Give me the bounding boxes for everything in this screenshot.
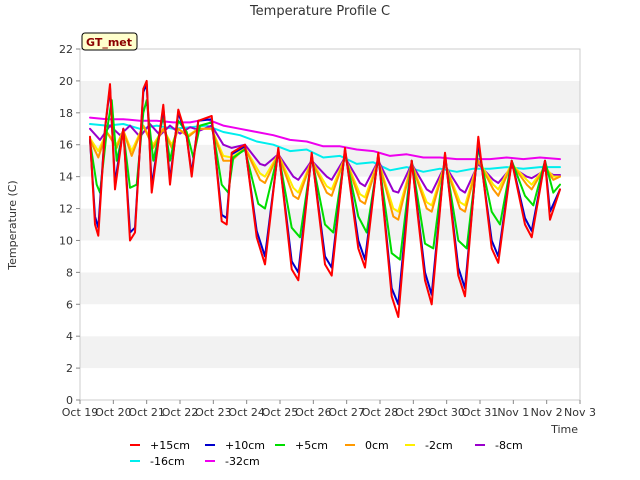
legend: +15cm +10cm +5cm 0cm -2cm -8cm -16cm -32cm: [130, 439, 523, 468]
x-tick-label: Oct 25: [262, 406, 299, 419]
legend-label: -8cm: [495, 439, 523, 452]
grid-band: [80, 144, 580, 177]
x-tick-label: Oct 28: [362, 406, 399, 419]
y-tick-label: 12: [59, 203, 73, 216]
site-badge-box: [81, 32, 138, 51]
site-badge: GT_met: [81, 32, 138, 51]
y-tick-label: 10: [59, 234, 73, 247]
x-tick-label: Oct 27: [328, 406, 365, 419]
series-line: [89, 79, 561, 318]
legend-label: -2cm: [425, 439, 453, 452]
x-tick-label: Nov 3: [564, 406, 596, 419]
chart-title: Temperature Profile C: [249, 4, 390, 19]
x-tick-label: Oct 23: [195, 406, 232, 419]
y-axis: 0 2 4 6 8 10 12 14 16 18 20 22: [59, 43, 80, 407]
legend-label: +5cm: [295, 439, 328, 452]
x-tick-label: Oct 26: [295, 406, 332, 419]
grid-band: [80, 368, 580, 400]
series-lines: [89, 79, 561, 318]
y-tick-label: 22: [59, 43, 73, 56]
plot-frame: [79, 48, 581, 401]
x-tick-label: Nov 2: [531, 406, 563, 419]
y-tick-label: 8: [66, 266, 73, 279]
y-tick-label: 4: [66, 330, 73, 343]
y-axis-title: Temperature (C): [6, 180, 19, 270]
grid-band: [80, 272, 580, 305]
x-tick-label: Oct 20: [95, 406, 132, 419]
series-line: [89, 123, 561, 194]
y-tick-label: 18: [59, 107, 73, 120]
site-badge-label: GT_met: [86, 36, 132, 49]
x-tick-label: Oct 21: [128, 406, 165, 419]
y-tick-label: 20: [59, 75, 73, 88]
grid-band: [80, 304, 580, 337]
x-tick-label: Oct 24: [228, 406, 265, 419]
grid-band: [80, 336, 580, 369]
y-tick-label: 0: [66, 394, 73, 407]
y-tick-label: 2: [66, 362, 73, 375]
legend-label: -16cm: [150, 455, 185, 468]
x-tick-label: Nov 1: [497, 406, 529, 419]
grid-band: [80, 208, 580, 241]
grid-band: [80, 240, 580, 273]
legend-label: -32cm: [225, 455, 260, 468]
grid-band: [80, 49, 580, 81]
series-line: [89, 116, 561, 161]
y-tick-label: 6: [66, 298, 73, 311]
legend-label: +10cm: [225, 439, 265, 452]
legend-label: 0cm: [365, 439, 389, 452]
y-tick-label: 14: [59, 171, 73, 184]
y-tick-label: 16: [59, 139, 73, 152]
plot-bands: [80, 49, 580, 400]
x-axis-title: Time: [550, 423, 578, 436]
x-tick-label: Oct 19: [62, 406, 99, 419]
x-tick-label: Oct 29: [395, 406, 432, 419]
x-tick-label: Oct 31: [462, 406, 499, 419]
x-tick-label: Oct 30: [428, 406, 465, 419]
grid-band: [80, 80, 580, 113]
legend-label: +15cm: [150, 439, 190, 452]
x-tick-label: Oct 22: [162, 406, 199, 419]
